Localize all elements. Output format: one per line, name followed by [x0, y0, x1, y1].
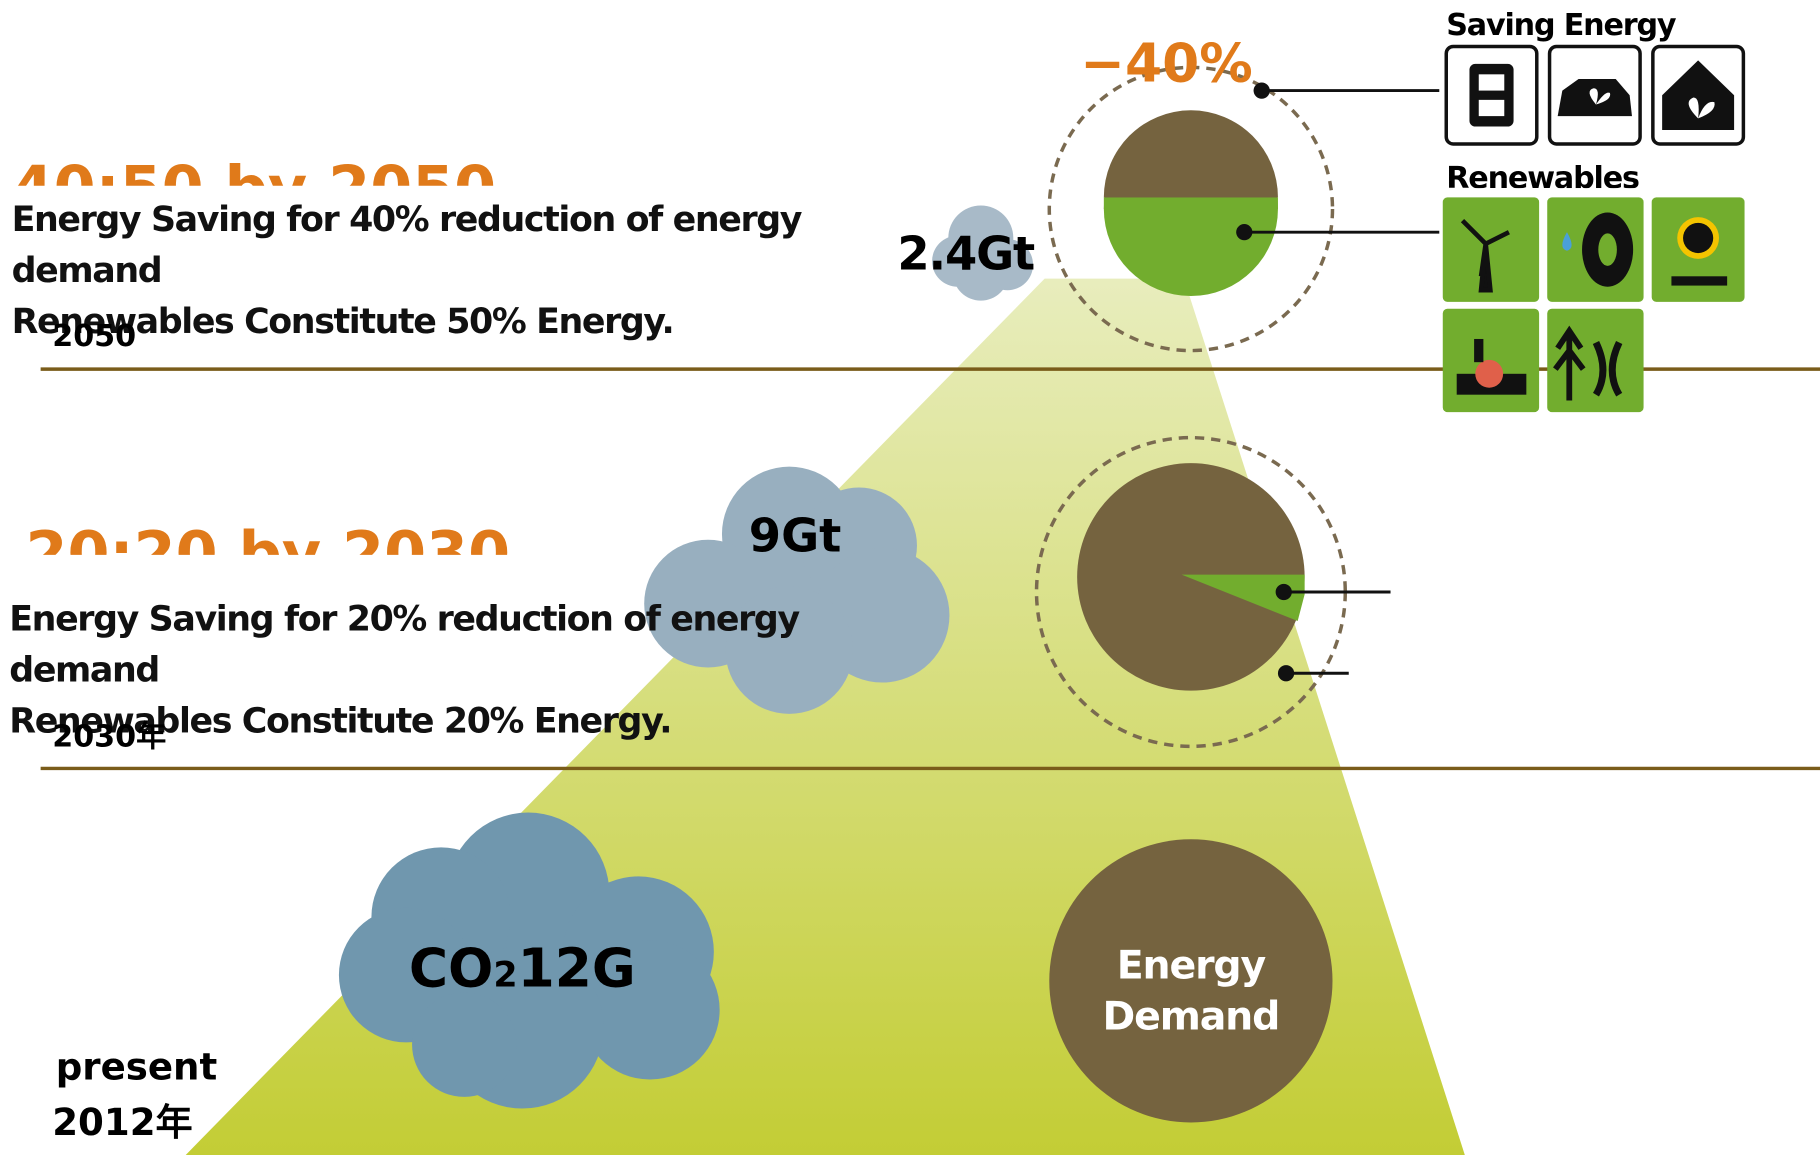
- text-block: Energy Saving for 40% reduction of energ…: [12, 195, 906, 358]
- legend-title: Saving Energy: [1446, 8, 1677, 43]
- text: CO: [409, 937, 494, 1000]
- infographic: 40:50 by 2050 20:20 by 2030 Energy Savin…: [0, 0, 1820, 1155]
- heading: 20:20 by 2030: [26, 520, 511, 590]
- cloud-label: CO212G: [409, 937, 636, 1000]
- label: present: [56, 1046, 218, 1089]
- year: 2050: [52, 319, 136, 354]
- year: 2030年: [52, 719, 166, 754]
- pie-slice: [1104, 110, 1278, 197]
- paragraph: Energy Saving for 20% reduction of energ…: [9, 594, 903, 696]
- paragraph: Renewables Constitute 50% Energy.: [12, 297, 906, 348]
- legend-title: Renewables: [1446, 161, 1639, 196]
- paragraph: Energy Saving for 40% reduction of energ…: [12, 195, 906, 297]
- year: 2012年: [52, 1101, 192, 1144]
- reduction: −40%: [1080, 31, 1252, 94]
- cloud-label: 2.4Gt: [897, 226, 1035, 280]
- text-block: Energy Demand: [1075, 940, 1307, 1056]
- saving-icon-shapes: [1469, 60, 1734, 130]
- cloud-label: 9Gt: [749, 508, 842, 562]
- text: 12G: [518, 937, 636, 1000]
- demand-label: Energy Demand: [1075, 940, 1307, 1042]
- text: 2: [493, 956, 517, 996]
